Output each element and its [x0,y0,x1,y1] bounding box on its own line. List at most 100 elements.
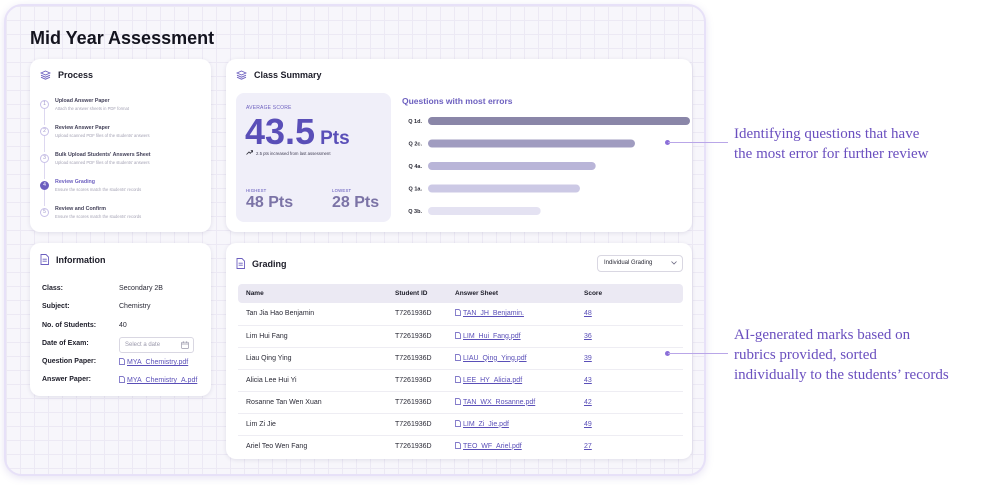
answer-sheet-link[interactable]: LIM_Zi_Jie.pdf [455,419,509,429]
answer-sheet-link[interactable]: TAN_WX_Rosanne.pdf [455,397,536,407]
file-icon [455,397,461,407]
step-title: Review Answer Paper [55,125,110,131]
question-paper-label: Question Paper: [42,358,97,365]
process-title: Process [58,70,94,80]
step-number: 1 [40,100,49,109]
date-placeholder: Select a date [125,342,161,348]
process-card: Process 1 Upload Answer Paper Attach the… [30,59,211,232]
document-icon [40,254,49,265]
column-header-score[interactable]: Score [576,284,683,303]
score-link[interactable]: 42 [584,398,592,406]
answer-sheet-filename: LIAU_Qing_Ying.pdf [463,354,527,362]
step-connector [44,109,45,125]
callout-line-top [668,142,728,143]
grading-mode-select[interactable]: Individual Grading [597,255,683,272]
bar-label: Q 4a. [409,164,423,170]
student-id: T7261936D [387,413,447,436]
callout-dot-top [665,140,670,145]
grading-mode-value: Individual Grading [604,260,653,266]
step-description: Ensure the scores match the students' re… [55,214,142,219]
answer-sheet-link[interactable]: LIM_Hui_Fang.pdf [455,331,521,341]
layers-icon [236,70,247,80]
score-link[interactable]: 43 [584,376,592,384]
step-number: 2 [40,127,49,136]
trend-note: 2.5 pts increased from last assessment [246,150,331,156]
process-header: Process [40,70,93,80]
bar-q3b[interactable] [428,207,541,215]
student-name: Lim Zi Jie [238,413,387,436]
calendar-icon[interactable] [181,341,189,355]
trend-text: 2.5 pts increased from last assessment [256,150,331,156]
highest-value: 48 Pts [246,194,294,211]
file-icon [119,376,125,385]
table-row: Tan Jia Hao Benjamin T7261936D TAN_JH_Be… [238,303,683,326]
date-picker-input[interactable]: Select a date [119,337,194,353]
step-number: 5 [40,208,49,217]
step-connector [44,190,45,206]
score-link[interactable]: 49 [584,420,592,428]
step-title: Bulk Upload Students' Answers Sheet [55,152,151,158]
score-link[interactable]: 48 [584,310,592,318]
process-step-3[interactable]: 3 Bulk Upload Students' Answers Sheet Up… [40,152,206,179]
answer-sheet-filename: TAN_JH_Benjamin. [463,310,524,318]
answer-sheet-link[interactable]: LEE_HY_Alicia.pdf [455,375,522,385]
process-step-5[interactable]: 5 Review and Confirm Ensure the scores m… [40,206,206,228]
score-link[interactable]: 39 [584,354,592,362]
step-connector [44,136,45,152]
file-icon [119,358,125,367]
answer-sheet-link[interactable]: TEO_WF_Ariel.pdf [455,441,522,451]
average-score-label: AVERAGE SCORE [246,105,292,111]
bar-q1a[interactable] [428,184,580,193]
step-title: Upload Answer Paper [55,98,110,104]
average-score-unit: Pts [320,128,350,149]
class-summary-card: Class Summary AVERAGE SCORE 43.5 Pts 2.5… [226,59,692,232]
class-value: Secondary 2B [119,285,163,292]
layers-icon [40,70,51,80]
bar-q4a[interactable] [428,162,596,170]
answer-sheet-filename: TAN_WX_Rosanne.pdf [463,398,536,406]
chart-title: Questions with most errors [402,96,513,106]
column-header-student-id[interactable]: Student ID [387,284,447,303]
table-row: Ariel Teo Wen Fang T7261936D TEO_WF_Arie… [238,435,683,457]
column-header-answer-sheet[interactable]: Answer Sheet [447,284,576,303]
student-id: T7261936D [387,391,447,414]
question-paper-link[interactable]: MYA_Chemistry.pdf [119,358,188,367]
column-header-name[interactable]: Name [238,284,387,303]
student-name: Alicia Lee Hui Yi [238,369,387,392]
file-icon [455,331,461,341]
step-connector [44,163,45,179]
date-label: Date of Exam: [42,340,89,347]
answer-paper-link[interactable]: MYA_Chemistry_A.pdf [119,376,197,385]
subject-label: Subject: [42,303,70,310]
student-name: Tan Jia Hao Benjamin [238,303,387,326]
step-description: Upload scanned PDF files of the students… [55,133,150,138]
app-frame: Mid Year Assessment Process 1 Upload Ans… [4,4,706,476]
score-box: AVERAGE SCORE 43.5 Pts 2.5 pts increased… [236,93,391,222]
answer-sheet-link[interactable]: TAN_JH_Benjamin. [455,309,524,318]
question-paper-filename: MYA_Chemistry.pdf [127,359,189,366]
process-step-2[interactable]: 2 Review Answer Paper Upload scanned PDF… [40,125,206,152]
score-link[interactable]: 27 [584,442,592,450]
process-step-1[interactable]: 1 Upload Answer Paper Attach the answer … [40,98,206,125]
process-step-4[interactable]: 4 Review Grading Ensure the scores match… [40,179,206,206]
information-title: Information [56,254,106,265]
student-name: Liau Qing Ying [238,347,387,370]
file-icon [455,441,461,451]
score-link[interactable]: 36 [584,332,592,340]
callout-dot-bottom [665,351,670,356]
answer-sheet-link[interactable]: LIAU_Qing_Ying.pdf [455,353,527,363]
class-label: Class: [42,285,64,292]
trend-up-icon [246,150,253,156]
bar-q1d[interactable] [428,117,690,125]
average-score: 43.5 Pts [245,111,350,153]
bar-q2c[interactable] [428,139,635,148]
students-label: No. of Students: [42,322,97,329]
student-name: Lim Hui Fang [238,325,387,348]
information-header: Information [40,254,106,265]
table-header-row: Name Student ID Answer Sheet Score [238,284,683,303]
step-description: Attach the answer sheets in PDF format [55,106,130,111]
grading-table: Name Student ID Answer Sheet Score Tan J… [238,284,683,457]
average-score-value: 43.5 [245,111,316,152]
table-row: Rosanne Tan Wen Xuan T7261936D TAN_WX_Ro… [238,391,683,414]
lowest-label: LOWEST [332,188,352,193]
